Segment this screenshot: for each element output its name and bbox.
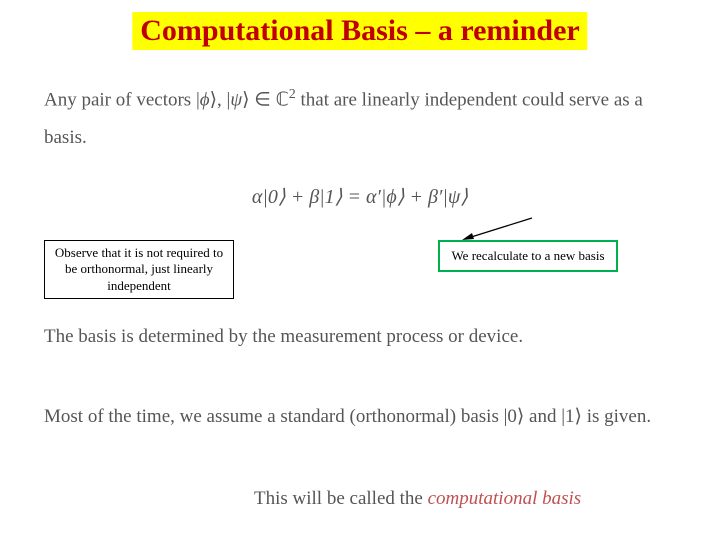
paragraph-standard-basis: Most of the time, we assume a standard (… bbox=[44, 398, 692, 436]
note-recalculate: We recalculate to a new basis bbox=[438, 240, 618, 272]
paragraph-basis-pair: Any pair of vectors |ϕ⟩, |ψ⟩ ∈ ℂ2 that a… bbox=[44, 80, 680, 157]
computational-basis-term: computational basis bbox=[428, 488, 582, 509]
paragraph-computational-basis: This will be called the computational ba… bbox=[254, 488, 581, 510]
para4-text: This will be called the bbox=[254, 488, 428, 509]
title-highlight: Computational Basis – a reminder bbox=[132, 12, 587, 50]
equation-basis-recalc: α|0⟩ + β|1⟩ = α′|ϕ⟩ + β′|ψ⟩ bbox=[252, 184, 468, 209]
paragraph-measurement: The basis is determined by the measureme… bbox=[44, 326, 680, 348]
slide-title: Computational Basis – a reminder bbox=[140, 14, 579, 48]
note-orthonormal: Observe that it is not required to be or… bbox=[44, 240, 234, 299]
arrow-icon bbox=[462, 216, 536, 240]
